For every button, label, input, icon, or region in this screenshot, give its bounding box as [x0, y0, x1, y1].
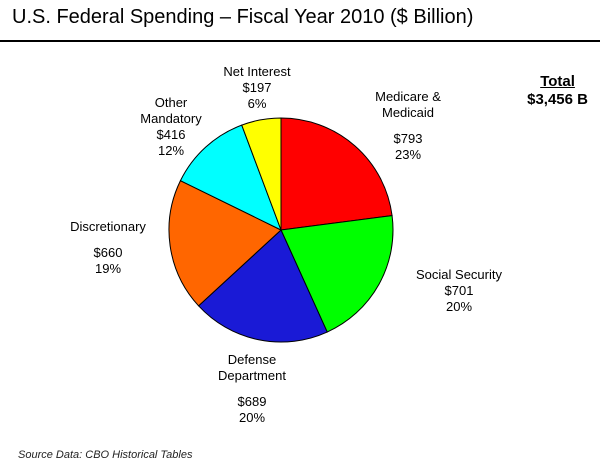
- total-label: Total: [540, 73, 575, 90]
- label-name-medicare-2: Medicaid: [381, 105, 435, 120]
- label-percent-defense: 20%: [238, 410, 266, 425]
- label-percent-medicare: 23%: [394, 147, 422, 162]
- chart-title: U.S. Federal Spending – Fiscal Year 2010…: [12, 6, 474, 28]
- pie-slice-net-interest: [241, 117, 282, 231]
- label-name-defense-1: Defense: [227, 352, 277, 367]
- pie-slice-defense: [197, 229, 328, 343]
- pie-slice-discretionary: [168, 179, 282, 307]
- label-value-medicare: $793: [393, 131, 423, 146]
- title-divider: [0, 40, 600, 42]
- label-name-other-mandatory-2: Mandatory: [140, 111, 202, 126]
- label-value-net-interest: $197: [242, 80, 272, 95]
- label-percent-social-security: 20%: [445, 299, 473, 314]
- label-value-other-mandatory: $416: [156, 127, 186, 142]
- label-medicare: Medicare & Medicaid $793 23%: [358, 89, 458, 163]
- label-defense: Defense Department $689 20%: [202, 352, 302, 426]
- label-name-social-security: Social Security: [416, 267, 502, 282]
- label-net-interest: Net Interest $197 6%: [214, 64, 300, 112]
- label-value-discretionary: $660: [93, 245, 123, 260]
- label-name-defense-2: Department: [218, 368, 286, 383]
- label-social-security: Social Security $701 20%: [404, 267, 514, 315]
- label-percent-net-interest: 6%: [247, 96, 267, 111]
- source-note: Source Data: CBO Historical Tables: [18, 449, 193, 461]
- label-name-discretionary: Discretionary: [70, 219, 146, 234]
- label-percent-discretionary: 19%: [94, 261, 122, 276]
- pie-slice-social-security: [280, 215, 394, 333]
- pie-slice-other-mandatory: [179, 124, 282, 232]
- label-name-medicare-1: Medicare &: [375, 89, 441, 104]
- label-name-other-mandatory-1: Other: [154, 95, 188, 110]
- label-value-social-security: $701: [444, 283, 474, 298]
- total-box: Total $3,456 B: [527, 73, 588, 109]
- label-discretionary: Discretionary $660 19%: [52, 219, 164, 277]
- label-other-mandatory: Other Mandatory $416 12%: [128, 95, 214, 159]
- label-name-net-interest: Net Interest: [223, 64, 291, 79]
- total-value: $3,456 B: [527, 91, 588, 108]
- label-value-defense: $689: [237, 394, 267, 409]
- pie-slice-medicare: [280, 117, 393, 231]
- label-percent-other-mandatory: 12%: [157, 143, 185, 158]
